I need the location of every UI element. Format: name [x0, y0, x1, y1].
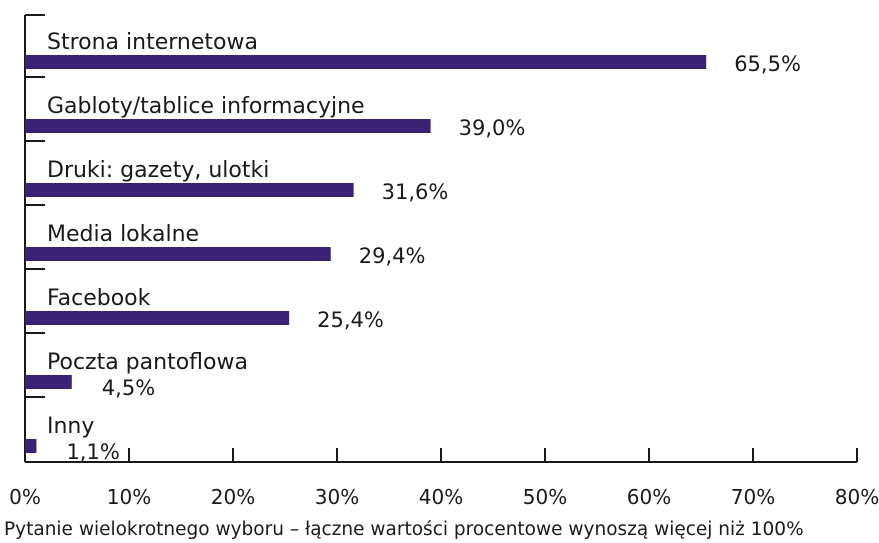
value-label: 65,5%	[734, 52, 801, 76]
value-labels: 65,5% 39,0% 31,6% 29,4% 25,4% 4,5% 1,1%	[66, 52, 800, 464]
bar	[25, 55, 707, 69]
x-tick-label: 50%	[523, 485, 567, 509]
x-tick-label: 30%	[315, 485, 359, 509]
x-tick-label: 60%	[627, 485, 671, 509]
bar	[25, 247, 331, 261]
value-label: 29,4%	[359, 244, 426, 268]
bar	[25, 439, 37, 453]
value-label: 1,1%	[66, 440, 119, 464]
category-labels: Strona internetowa Gabloty/tablice inform…	[47, 30, 365, 439]
bar	[25, 119, 431, 133]
x-tick-label: 20%	[211, 485, 255, 509]
x-tick-label: 10%	[107, 485, 151, 509]
category-label: Inny	[47, 414, 94, 439]
x-axis	[25, 448, 858, 463]
x-tick-labels: 0% 10% 20% 30% 40% 50% 60% 70% 80%	[9, 485, 879, 509]
category-label: Poczta pantoflowa	[47, 350, 248, 375]
bar	[25, 375, 72, 389]
category-label: Facebook	[47, 286, 151, 311]
bars	[25, 55, 707, 453]
category-label: Druki: gazety, ulotki	[47, 158, 269, 183]
value-label: 25,4%	[317, 308, 384, 332]
bar	[25, 183, 354, 197]
category-label: Media lokalne	[47, 222, 199, 247]
category-label: Strona internetowa	[47, 30, 258, 55]
value-label: 31,6%	[382, 180, 449, 204]
value-label: 4,5%	[102, 376, 155, 400]
x-tick-label: 70%	[731, 485, 775, 509]
x-tick-label: 40%	[419, 485, 463, 509]
y-axis	[24, 14, 45, 462]
x-tick-label: 80%	[835, 485, 879, 509]
footnote: Pytanie wielokrotnego wyboru – łączne wa…	[4, 519, 804, 540]
value-label: 39,0%	[459, 116, 526, 140]
bar	[25, 311, 290, 325]
category-label: Gabloty/tablice informacyjne	[47, 94, 365, 119]
x-tick-label: 0%	[9, 485, 41, 509]
